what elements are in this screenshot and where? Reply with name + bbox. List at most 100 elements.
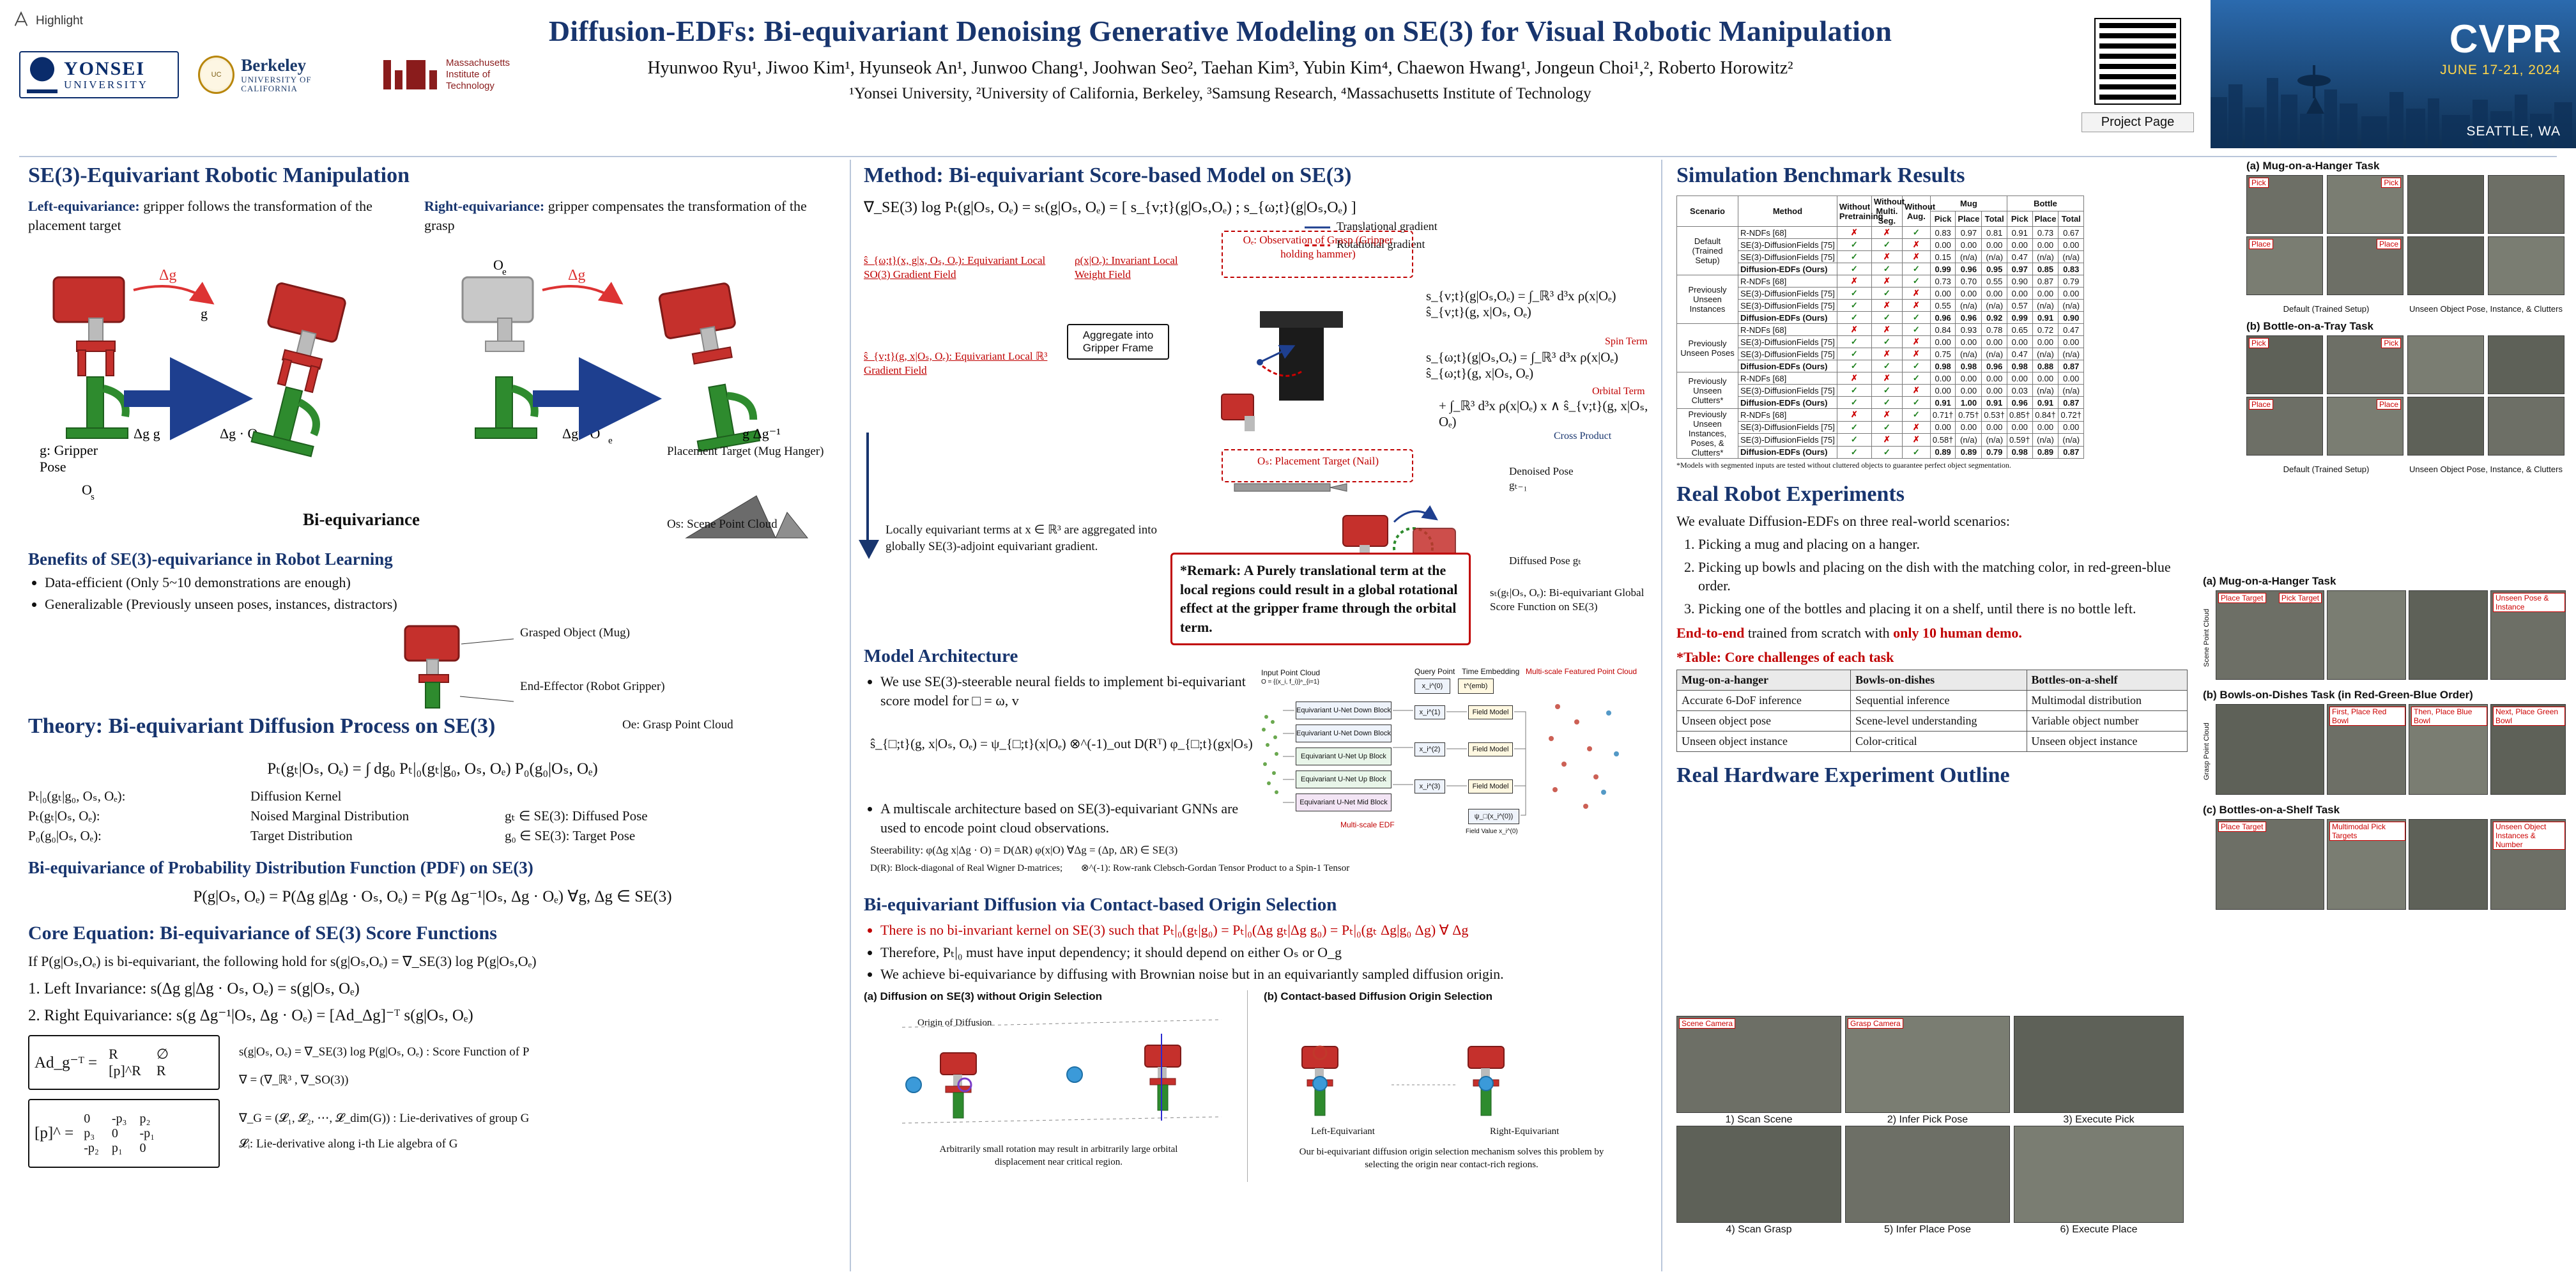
cell-value: 0.57 bbox=[2006, 299, 2033, 312]
equivariance-figure: g: Gripper Pose Os Δg Δg g Δg · Os bbox=[28, 252, 837, 552]
hw-photo bbox=[2014, 1016, 2184, 1113]
cell-method: Diffusion-EDFs (Ours) bbox=[1738, 360, 1837, 372]
photo-tag: Multimodal Pick Targets bbox=[2329, 822, 2405, 841]
core-table-title: *Table: Core challenges of each task bbox=[1676, 649, 1894, 666]
cvpr-city: SEATTLE, WA bbox=[2466, 124, 2561, 139]
cell-value: 0.00 bbox=[1981, 238, 2007, 251]
integral-v-equation: s_{v;t}(g|Oₛ,Oₑ) = ∫_ℝ³ d³x ρ(x|Oₑ) ŝ_{v… bbox=[1426, 288, 1616, 319]
arch-block-down-1[interactable]: Equivariant U-Net Down Block bbox=[1296, 702, 1392, 719]
hardware-outline-strip: Scene Camera Grasp Camera 1) Scan Scene … bbox=[1676, 1016, 2188, 1246]
pdf-equation: P(g|Oₛ, Oₑ) = P(Δg g|Δg · Oₛ, Oₑ) = P(g … bbox=[193, 887, 672, 905]
highlight-icon bbox=[14, 11, 28, 26]
cell-method: SE(3)-DiffusionFields [75] bbox=[1738, 384, 1837, 397]
arch-block-mid[interactable]: Equivariant U-Net Mid Block bbox=[1296, 793, 1392, 811]
check-icon: ✓ bbox=[1836, 335, 1872, 348]
fig-b-note: Our bi-equivariant diffusion origin sele… bbox=[1285, 1146, 1618, 1171]
remark-text: *Remark: A Purely translational term at … bbox=[1180, 562, 1458, 636]
sim-photo bbox=[2407, 236, 2484, 295]
cell-value: 0.97 bbox=[1955, 226, 1982, 239]
e2e-note-mid: trained from scratch with bbox=[1744, 624, 1894, 641]
highlight-label: Highlight bbox=[36, 14, 83, 27]
arch-bullets: We use SE(3)-steerable neural fields to … bbox=[880, 672, 1264, 710]
th-sub-place: Place bbox=[2032, 211, 2059, 227]
check-icon: ✓ bbox=[1836, 311, 1872, 324]
cell-value: 0.89 bbox=[1929, 445, 1956, 459]
placement-target-label: Placement Target (Mug Hanger) bbox=[667, 445, 824, 458]
core-item-1: 1. Left Invariance: s(Δg g|Δg · Oₛ, Oₑ) … bbox=[28, 980, 360, 998]
arch-block-up-1[interactable]: Equivariant U-Net Up Block bbox=[1296, 747, 1392, 765]
cell-value: 0.71† bbox=[1929, 408, 1956, 422]
cell-value: 0.98 bbox=[2006, 445, 2033, 459]
cell-value: 0.73 bbox=[1929, 275, 1956, 288]
core-th: Mug-on-a-hanger bbox=[1676, 670, 1851, 691]
sim-photo bbox=[2407, 397, 2484, 456]
ad-cell: R bbox=[109, 1046, 118, 1062]
photo-tag: Place bbox=[2376, 239, 2401, 249]
hw-step-4: 4) Scan Grasp bbox=[1726, 1224, 1792, 1235]
sim-photo bbox=[2407, 175, 2484, 234]
p-hat-label: [p]^ = bbox=[34, 1124, 74, 1142]
cell-value: 0.00 bbox=[2058, 238, 2085, 251]
arch-block-up-2[interactable]: Equivariant U-Net Up Block bbox=[1296, 770, 1392, 788]
svg-text:Δg g: Δg g bbox=[134, 425, 160, 441]
wigner-note: D(R): Block-diagonal of Real Wigner D-ma… bbox=[870, 863, 1063, 873]
photo-tag: Place bbox=[2249, 399, 2274, 410]
cross-icon: ✗ bbox=[1901, 250, 1931, 263]
arch-field-model-1[interactable]: Field Model bbox=[1468, 705, 1513, 719]
page-title: Diffusion-EDFs: Bi-equivariant Denoising… bbox=[548, 15, 1892, 47]
cell-value: (n/a) bbox=[2032, 250, 2059, 263]
check-icon: ✓ bbox=[1836, 250, 1872, 263]
ph-cell: -p₂ bbox=[84, 1140, 99, 1155]
cell-value: 0.96 bbox=[1955, 263, 1982, 275]
cell-value: (n/a) bbox=[2058, 433, 2085, 447]
arch-block-down-2[interactable]: Equivariant U-Net Down Block bbox=[1296, 724, 1392, 742]
ph-cell: p₁ bbox=[111, 1140, 123, 1155]
hw-photo bbox=[1676, 1126, 1841, 1223]
ph-cell: -p₁ bbox=[139, 1126, 155, 1140]
svg-text:Δg: Δg bbox=[159, 267, 176, 284]
ph-cell: 0 bbox=[139, 1140, 146, 1155]
arch-time-sym[interactable]: t^(emb) bbox=[1458, 678, 1494, 694]
table-row: Default (Trained Setup) R-NDFs [68] ✗ ✗ ✓ 0.8… bbox=[1676, 226, 2085, 275]
benefits-title: Benefits of SE(3)-equivariance in Robot … bbox=[28, 549, 393, 569]
ph-cell: p₂ bbox=[139, 1111, 151, 1126]
seattle-skyline-icon bbox=[2211, 65, 2572, 148]
cell-value: 0.83 bbox=[2058, 263, 2085, 275]
fig-a-note: Arbitrarily small rotation may result in… bbox=[921, 1144, 1196, 1169]
yonsei-logo: YONSEI UNIVERSITY bbox=[19, 51, 179, 98]
cell-value: 0.00 bbox=[1929, 420, 1956, 434]
section-title-simulation: Simulation Benchmark Results bbox=[1676, 164, 1965, 187]
theory-line-rhs: Diffusion Kernel bbox=[250, 788, 342, 804]
th-mug: Mug bbox=[1929, 195, 2007, 211]
cell-value: 0.91 bbox=[2006, 226, 2033, 239]
grasp-diagram-svg bbox=[404, 625, 514, 709]
table-row: SE(3)-DiffusionFields [75] ✓ ✓ ✗ 0.00 0.00 0.0… bbox=[1677, 238, 2085, 251]
cell-value: 0.03 bbox=[2006, 384, 2033, 397]
core-th: Bowls-on-dishes bbox=[1850, 670, 2027, 691]
svg-text:Δg · O: Δg · O bbox=[220, 425, 257, 441]
arch-field-model-2[interactable]: Field Model bbox=[1468, 742, 1513, 756]
ad-cell: R bbox=[156, 1062, 166, 1079]
cell-value: 0.00 bbox=[1929, 372, 1956, 385]
check-icon: ✓ bbox=[1836, 299, 1872, 312]
project-page-qr-code[interactable] bbox=[2094, 18, 2181, 105]
core-equation-title: Core Equation: Bi-equivariance of SE(3) … bbox=[28, 922, 497, 944]
ad-matrix-table: R ∅ [p]^R R bbox=[101, 1046, 176, 1079]
arch-query-sym[interactable]: x_i^(0) bbox=[1414, 678, 1450, 694]
right-equivariance-text: Right-equivariance: gripper compensates … bbox=[424, 197, 833, 236]
cell-value: 0.87 bbox=[2032, 275, 2059, 288]
logo-row: YONSEI UNIVERSITY UC Berkeley UNIVERSITY… bbox=[19, 40, 575, 110]
real-photo: Unseen Pose & Instance bbox=[2490, 590, 2566, 680]
arch-multiscale-edf-label: Multi-scale EDF bbox=[1340, 820, 1395, 829]
cell-value: 0.00 bbox=[1955, 384, 1982, 397]
diffusion-bullets: There is no bi-invariant kernel on SE(3)… bbox=[880, 921, 1650, 984]
grasp-pc-axis-label: Grasp Point Cloud bbox=[2203, 723, 2211, 780]
arch-field-model-3[interactable]: Field Model bbox=[1468, 779, 1513, 793]
cross-icon: ✗ bbox=[1871, 275, 1903, 288]
cell-value: 0.90 bbox=[2006, 275, 2033, 288]
th-scenario: Scenario bbox=[1676, 195, 1738, 227]
th-sub-pick: Pick bbox=[2006, 211, 2033, 227]
ph-cell: p₃ bbox=[84, 1126, 95, 1140]
check-icon: ✓ bbox=[1901, 445, 1931, 459]
th-without-aug: Without Aug. bbox=[1901, 195, 1935, 227]
